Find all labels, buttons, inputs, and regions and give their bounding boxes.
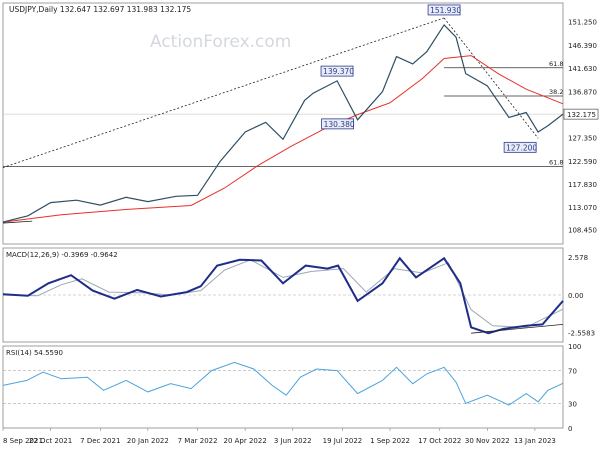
price-y-tick-label: 117.830 — [568, 181, 597, 189]
x-tick-label: 22 Oct 2021 — [29, 437, 72, 445]
price-panel-frame — [2, 2, 564, 245]
macd-y-tick-label: -2.5583 — [568, 330, 595, 338]
macd-line — [2, 256, 564, 335]
macd-header: MACD(12,26,9) -0.3969 -0.9642 — [6, 251, 118, 259]
macd-y-tick-label: 2.578 — [568, 254, 588, 262]
price-y-tick-label: 146.390 — [568, 42, 597, 50]
x-tick-label: 8 Sep 2021 — [3, 437, 43, 445]
rsi-y-tick-label: 30 — [568, 400, 577, 408]
rsi-line — [2, 361, 564, 406]
rsi-header: RSI(14) 54.5590 — [6, 349, 63, 357]
price-y-tick-label: 113.070 — [568, 204, 597, 212]
current-price-label: 132.175 — [567, 111, 596, 119]
x-tick-label: 20 Apr 2022 — [224, 437, 267, 445]
price-callout-box — [427, 4, 461, 16]
price-callout-box — [320, 65, 354, 77]
price-callout-label: 130.380 — [324, 120, 355, 129]
x-tick-label: 7 Dec 2021 — [80, 437, 120, 445]
x-tick-label: 3 Jun 2022 — [274, 437, 312, 445]
x-tick-label: 7 Mar 2022 — [178, 437, 218, 445]
watermark: ActionForex.com — [150, 32, 291, 52]
trendline — [2, 17, 445, 168]
price-callout-label: 127.200 — [506, 143, 537, 152]
x-tick-label: 17 Oct 2022 — [418, 437, 461, 445]
price-header: USDJPY,Daily 132.647 132.697 131.983 132… — [9, 5, 191, 14]
price-callout-box — [503, 141, 537, 153]
fib-level-label: 61.8 — [549, 60, 563, 68]
price-y-tick-label: 141.630 — [568, 65, 597, 73]
x-tick-label: 13 Jan 2023 — [514, 437, 556, 445]
rsi-y-tick-label: 70 — [568, 368, 577, 376]
x-tick-label: 20 Jan 2022 — [127, 437, 169, 445]
price-y-tick-label: 122.590 — [568, 158, 597, 166]
rsi-panel-frame — [2, 345, 564, 429]
trendline — [2, 220, 33, 224]
price-callout-label: 151.930 — [430, 6, 461, 15]
rsi-y-tick-label: 0 — [568, 425, 572, 433]
macd-y-tick-label: 0.00 — [568, 292, 584, 300]
x-tick-label: 1 Sep 2022 — [370, 437, 410, 445]
price-line — [2, 23, 564, 223]
price-y-tick-label: 151.250 — [568, 18, 597, 26]
fib-level-label: 61.8 — [549, 159, 563, 167]
current-price-box — [563, 108, 599, 120]
price-callout-label: 139.370 — [323, 67, 354, 76]
price-callout-box — [321, 118, 354, 130]
macd-trendline — [471, 323, 564, 334]
price-y-tick-label: 127.350 — [568, 135, 597, 143]
price-y-tick-label: 108.450 — [568, 227, 597, 235]
x-tick-label: 30 Nov 2022 — [465, 437, 510, 445]
trendline — [443, 17, 539, 139]
x-tick-label: 19 Jul 2022 — [323, 437, 363, 445]
price-y-tick-label: 136.870 — [568, 88, 597, 96]
fib-level-label: 38.2 — [549, 88, 563, 96]
macd-signal-line — [2, 259, 564, 328]
rsi-y-tick-label: 100 — [568, 343, 581, 351]
